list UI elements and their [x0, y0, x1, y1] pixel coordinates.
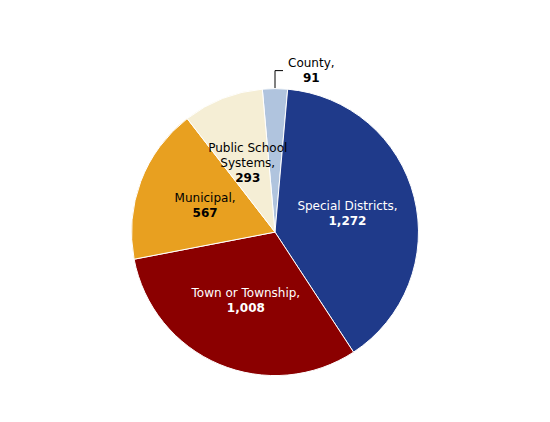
svg-text:1,272: 1,272: [329, 214, 367, 228]
svg-text:Special Districts,: Special Districts,: [297, 199, 397, 213]
svg-text:County,: County,: [288, 56, 335, 70]
svg-text:Public School: Public School: [208, 141, 287, 155]
svg-text:293: 293: [235, 171, 260, 185]
svg-text:Town or Township,: Town or Township,: [191, 286, 301, 300]
svg-text:Systems,: Systems,: [220, 156, 275, 170]
svg-text:1,008: 1,008: [227, 301, 265, 315]
svg-text:Municipal,: Municipal,: [175, 191, 236, 205]
svg-text:91: 91: [303, 71, 320, 85]
svg-text:567: 567: [193, 206, 218, 220]
